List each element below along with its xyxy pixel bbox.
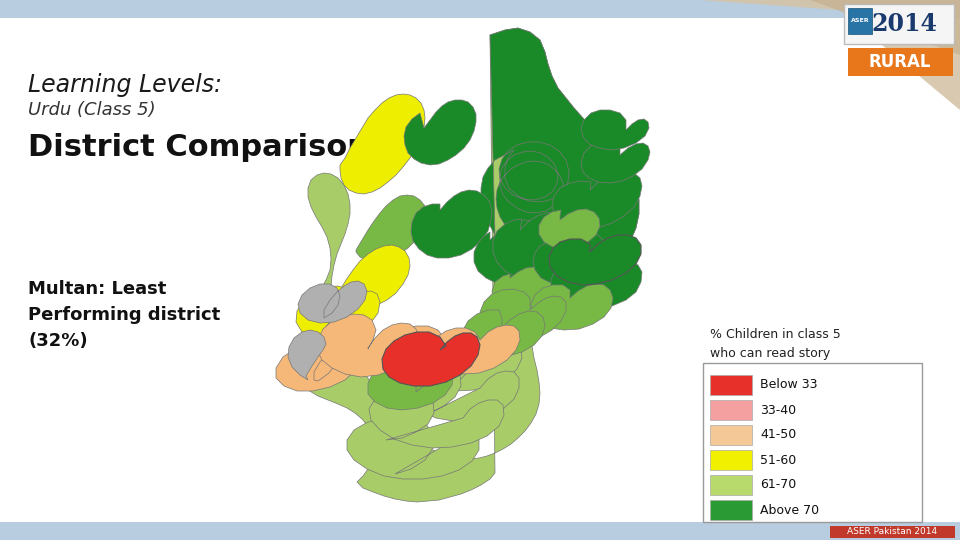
Polygon shape [412, 338, 522, 391]
Text: RURAL: RURAL [869, 53, 931, 71]
Polygon shape [288, 330, 326, 380]
Text: Multan: Least
Performing district
(32%): Multan: Least Performing district (32%) [28, 280, 220, 350]
Polygon shape [463, 310, 545, 357]
FancyBboxPatch shape [710, 450, 752, 470]
FancyBboxPatch shape [710, 475, 752, 495]
Polygon shape [533, 232, 606, 285]
Text: 61-70: 61-70 [760, 478, 796, 491]
Polygon shape [317, 314, 418, 377]
FancyBboxPatch shape [848, 8, 872, 34]
Text: Above 70: Above 70 [760, 503, 819, 516]
Polygon shape [302, 28, 639, 502]
Polygon shape [382, 332, 480, 386]
Polygon shape [368, 358, 453, 410]
Text: 41-50: 41-50 [760, 429, 796, 442]
Polygon shape [481, 28, 639, 278]
Polygon shape [531, 284, 613, 330]
Text: Urdu (Class 5): Urdu (Class 5) [28, 101, 156, 119]
Polygon shape [539, 209, 600, 249]
Polygon shape [810, 0, 960, 55]
Bar [0, 0, 960, 18]
FancyBboxPatch shape [844, 4, 954, 44]
Polygon shape [493, 212, 580, 280]
Polygon shape [474, 220, 550, 284]
Polygon shape [369, 388, 504, 448]
Text: Learning Levels:: Learning Levels: [28, 73, 222, 97]
Polygon shape [347, 416, 479, 479]
FancyBboxPatch shape [703, 363, 922, 522]
Polygon shape [480, 289, 566, 341]
FancyBboxPatch shape [710, 375, 752, 395]
Polygon shape [581, 141, 650, 183]
Text: District Comparison: District Comparison [28, 133, 369, 163]
Polygon shape [298, 281, 367, 323]
Polygon shape [340, 245, 410, 308]
Polygon shape [276, 342, 361, 391]
Text: 33-40: 33-40 [760, 403, 796, 416]
Text: ASER Pakistan 2014: ASER Pakistan 2014 [847, 528, 937, 537]
FancyBboxPatch shape [710, 500, 752, 520]
Polygon shape [432, 325, 520, 374]
Text: ASER: ASER [851, 18, 870, 24]
FancyBboxPatch shape [710, 425, 752, 445]
FancyBboxPatch shape [848, 48, 953, 76]
Polygon shape [581, 110, 649, 150]
Polygon shape [356, 195, 427, 262]
FancyBboxPatch shape [830, 526, 955, 538]
Polygon shape [551, 262, 642, 309]
Bar [0, 522, 960, 540]
Text: 51-60: 51-60 [760, 454, 796, 467]
Text: who can read story: who can read story [710, 347, 830, 360]
Polygon shape [404, 100, 476, 165]
Polygon shape [552, 171, 642, 230]
Polygon shape [411, 190, 492, 258]
Polygon shape [296, 286, 380, 341]
Polygon shape [381, 326, 471, 383]
FancyBboxPatch shape [710, 400, 752, 420]
Text: Below 33: Below 33 [760, 379, 818, 392]
Polygon shape [700, 0, 960, 110]
Text: 2014: 2014 [871, 12, 937, 36]
Polygon shape [549, 235, 641, 285]
Text: % Children in class 5: % Children in class 5 [710, 328, 841, 341]
Polygon shape [401, 362, 519, 421]
Polygon shape [492, 267, 552, 315]
Polygon shape [340, 94, 425, 194]
